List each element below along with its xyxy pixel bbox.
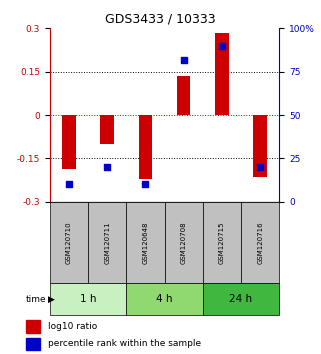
- Bar: [203, 202, 241, 283]
- Bar: [139, 115, 152, 179]
- Text: percentile rank within the sample: percentile rank within the sample: [48, 339, 201, 348]
- Bar: [177, 76, 190, 115]
- Text: ▶: ▶: [48, 295, 55, 304]
- Bar: [50, 283, 126, 315]
- Bar: [26, 338, 40, 350]
- Bar: [26, 320, 40, 333]
- Text: log10 ratio: log10 ratio: [48, 322, 97, 331]
- Text: time: time: [26, 295, 47, 304]
- Point: [143, 182, 148, 187]
- Point: [105, 164, 110, 170]
- Bar: [241, 202, 279, 283]
- Bar: [88, 202, 126, 283]
- Text: GSM120711: GSM120711: [104, 221, 110, 264]
- Text: GSM120648: GSM120648: [143, 221, 148, 264]
- Text: GSM120716: GSM120716: [257, 221, 263, 264]
- Text: 24 h: 24 h: [230, 294, 253, 304]
- Point: [219, 43, 224, 48]
- Point: [257, 164, 263, 170]
- Point: [181, 57, 186, 62]
- Text: 1 h: 1 h: [80, 294, 96, 304]
- Bar: [50, 202, 88, 283]
- Text: 4 h: 4 h: [156, 294, 173, 304]
- Text: GDS3433 / 10333: GDS3433 / 10333: [105, 12, 216, 25]
- Bar: [62, 115, 75, 169]
- Text: GSM120710: GSM120710: [66, 221, 72, 264]
- Bar: [215, 33, 229, 115]
- Bar: [126, 283, 203, 315]
- Point: [66, 182, 72, 187]
- Bar: [126, 202, 164, 283]
- Bar: [100, 115, 114, 144]
- Bar: [203, 283, 279, 315]
- Bar: [164, 202, 203, 283]
- Bar: [254, 115, 267, 177]
- Text: GSM120715: GSM120715: [219, 221, 225, 264]
- Text: GSM120708: GSM120708: [181, 221, 187, 264]
